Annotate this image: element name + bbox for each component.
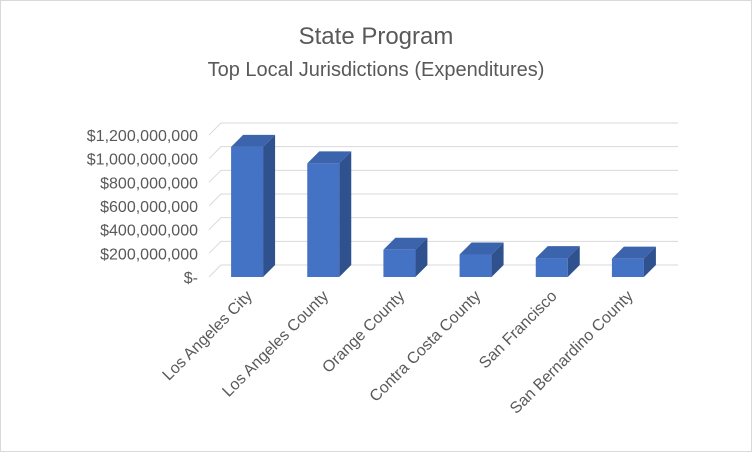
gridline bbox=[208, 122, 678, 136]
bar-top bbox=[383, 237, 428, 250]
bar-top bbox=[459, 242, 504, 255]
bar-side bbox=[643, 246, 656, 277]
bar bbox=[459, 242, 504, 277]
bar-side bbox=[491, 242, 504, 277]
x-tick-label: Orange County bbox=[319, 288, 408, 377]
bar-side bbox=[263, 134, 276, 277]
bar-front bbox=[307, 163, 340, 277]
y-tick-label: $1,000,000,000 bbox=[87, 152, 198, 169]
gridline bbox=[208, 217, 678, 231]
bar bbox=[231, 134, 276, 277]
bar-top bbox=[231, 134, 276, 147]
bar-top bbox=[611, 246, 656, 259]
y-tick-label: $1,200,000,000 bbox=[87, 128, 198, 145]
bar bbox=[307, 151, 352, 277]
bar-front bbox=[459, 254, 492, 277]
gridline bbox=[208, 146, 678, 160]
gridline bbox=[208, 240, 678, 254]
y-tick-label: $400,000,000 bbox=[100, 223, 198, 240]
gridlines bbox=[208, 122, 678, 278]
y-axis-ticks: $- $200,000,000 $400,000,000 $600,000,000 $8… bbox=[87, 128, 198, 287]
x-tick-label: San Francisco bbox=[476, 288, 560, 372]
gridline bbox=[208, 193, 678, 207]
x-tick-label: San Bernardino County bbox=[507, 288, 637, 418]
y-tick-label: $200,000,000 bbox=[100, 246, 198, 263]
gridline bbox=[208, 169, 678, 183]
bar-top bbox=[535, 246, 580, 259]
bar-front bbox=[611, 258, 644, 277]
bar bbox=[611, 246, 656, 277]
y-tick-label: $600,000,000 bbox=[100, 199, 198, 216]
bar-front bbox=[535, 258, 568, 277]
bar-side bbox=[415, 237, 428, 277]
bar-side bbox=[567, 246, 580, 277]
bar bbox=[383, 237, 428, 277]
bar-top bbox=[307, 151, 352, 164]
y-tick-label: $800,000,000 bbox=[100, 175, 198, 192]
chart-title: State Program bbox=[298, 23, 454, 50]
bar bbox=[535, 246, 580, 277]
gridline bbox=[208, 264, 678, 278]
bar-front bbox=[231, 146, 264, 277]
chart-subtitle: Top Local Jurisdictions (Expenditures) bbox=[207, 59, 545, 81]
bar-front bbox=[383, 249, 416, 277]
y-tick-label: $- bbox=[184, 270, 198, 287]
bar-side bbox=[339, 151, 352, 277]
